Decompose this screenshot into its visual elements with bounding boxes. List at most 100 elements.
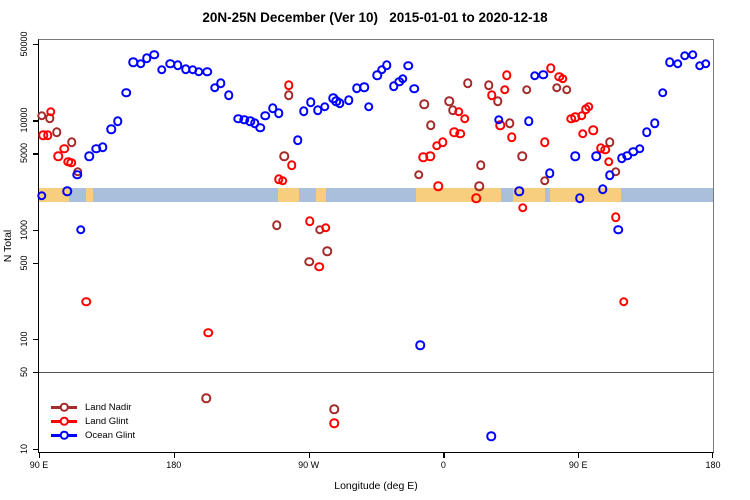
x-axis-tick [173, 452, 175, 458]
y-axis-tick-label: 10000 [19, 107, 29, 133]
data-point-land-nadir [463, 78, 473, 88]
x-axis-tick-label: 90 E [568, 460, 588, 470]
data-point-land-glint [507, 132, 517, 143]
data-point-ocean-glint [415, 340, 425, 351]
data-point-land-glint [278, 176, 288, 186]
x-axis-tick-label: 180 [705, 460, 721, 470]
data-point-land-nadir [444, 96, 454, 106]
data-point-land-glint [577, 128, 588, 139]
data-point-ocean-glint [524, 116, 534, 127]
map-band-land-segment [415, 187, 502, 202]
y-axis-tick [33, 372, 39, 374]
y-axis-title: N Total [2, 229, 14, 263]
data-point-land-nadir [272, 220, 282, 231]
map-band-land-segment [86, 187, 93, 202]
data-point-land-nadir [67, 137, 77, 148]
legend-label-land-glint: Land Glint [85, 415, 129, 427]
data-point-land-glint [46, 107, 56, 117]
data-point-land-glint [454, 107, 464, 117]
data-point-land-glint [59, 144, 69, 154]
data-point-land-glint [471, 193, 481, 203]
data-point-land-glint [600, 144, 610, 155]
legend-item-land-nadir: Land Nadir [51, 400, 135, 414]
data-point-ocean-glint [673, 58, 683, 69]
data-point-ocean-glint [372, 70, 382, 80]
data-point-ocean-glint [514, 186, 524, 197]
data-point-ocean-glint [136, 58, 146, 69]
data-point-land-nadir [522, 85, 532, 95]
data-point-ocean-glint [306, 97, 316, 107]
data-point-ocean-glint [216, 78, 226, 88]
data-point-land-glint [329, 418, 339, 429]
data-point-land-glint [287, 160, 297, 170]
land-glint-marker-icon [51, 414, 77, 428]
reference-line-50 [39, 372, 713, 374]
chart-title: 20N-25N December (Ver 10) 2015-01-01 to … [202, 10, 548, 25]
x-axis-tick-label: 90 E [29, 460, 49, 470]
data-point-land-glint [540, 137, 550, 148]
data-point-land-glint [438, 137, 448, 148]
data-point-land-glint [611, 212, 621, 223]
data-point-ocean-glint [570, 151, 580, 162]
data-point-land-nadir [493, 96, 503, 106]
data-point-land-glint [433, 181, 443, 192]
data-point-ocean-glint [106, 124, 116, 135]
data-point-ocean-glint [62, 186, 72, 197]
data-point-land-glint [460, 113, 470, 124]
map-band-land-segment [549, 187, 621, 202]
y-axis-tick [33, 448, 39, 450]
x-axis-tick-label: 180 [166, 460, 182, 470]
data-point-ocean-glint [260, 111, 270, 121]
x-axis-tick [443, 452, 445, 458]
data-point-land-nadir [474, 181, 484, 192]
legend-item-ocean-glint: Ocean Glint [51, 428, 135, 442]
y-axis-tick-label: 100 [19, 331, 29, 347]
data-point-ocean-glint [268, 103, 278, 114]
data-point-land-glint [518, 202, 528, 213]
land-nadir-marker-icon [51, 400, 77, 414]
y-axis-tick [33, 44, 39, 46]
data-point-ocean-glint [591, 151, 601, 162]
x-axis-title: Longitude (deg E) [334, 480, 418, 492]
y-axis-tick-label: 500 [19, 255, 29, 271]
data-point-ocean-glint [344, 95, 354, 105]
data-point-land-nadir [322, 246, 332, 256]
data-point-ocean-glint [575, 193, 585, 203]
data-point-land-nadir [52, 127, 62, 138]
y-axis-tick [33, 339, 39, 341]
data-point-ocean-glint [149, 49, 159, 60]
data-point-land-glint [502, 70, 512, 80]
data-point-land-glint [546, 63, 556, 74]
legend-label-land-nadir: Land Nadir [85, 401, 132, 413]
data-point-land-glint [455, 128, 465, 139]
data-point-land-glint [284, 80, 294, 90]
data-point-ocean-glint [274, 108, 284, 119]
data-point-ocean-glint [72, 169, 82, 180]
y-axis-tick [33, 153, 39, 155]
data-point-land-glint [43, 130, 53, 141]
data-point-land-glint [604, 156, 614, 167]
data-point-land-nadir [605, 137, 615, 148]
data-point-ocean-glint [98, 142, 108, 152]
data-point-ocean-glint [37, 191, 47, 201]
data-point-land-nadir [484, 80, 494, 90]
data-point-land-nadir [426, 120, 436, 131]
data-point-ocean-glint [320, 101, 330, 112]
data-point-land-nadir [505, 118, 515, 129]
data-point-land-nadir [552, 82, 562, 93]
data-point-ocean-glint [613, 225, 623, 235]
data-point-ocean-glint [299, 106, 309, 117]
x-axis-tick [712, 452, 714, 458]
data-point-land-glint [487, 90, 497, 100]
legend-label-ocean-glint: Ocean Glint [85, 429, 136, 441]
data-point-ocean-glint [113, 116, 123, 127]
y-axis-tick [33, 262, 39, 264]
data-point-land-nadir [540, 176, 550, 186]
y-axis-tick [33, 120, 39, 122]
data-point-ocean-glint [403, 61, 413, 71]
data-point-ocean-glint [658, 87, 668, 98]
data-point-land-glint [66, 158, 76, 168]
y-axis-tick [33, 229, 39, 232]
